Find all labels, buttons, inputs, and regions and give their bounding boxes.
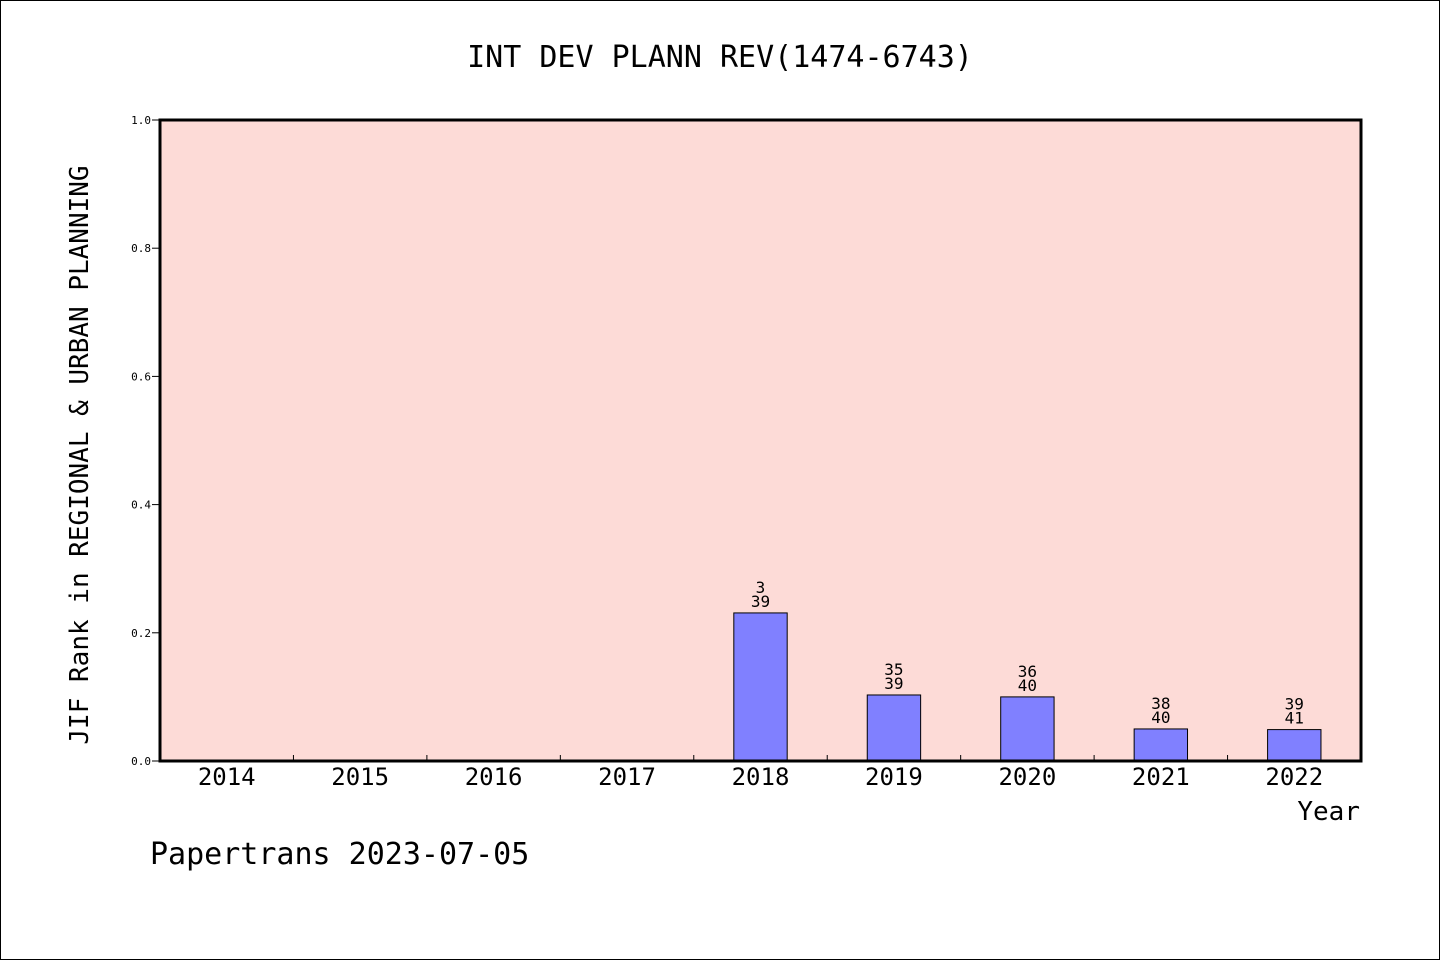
y-tick-label: 1.0 — [131, 114, 151, 127]
bar-rank-label: 3 — [756, 578, 766, 597]
x-tick-label: 2019 — [865, 763, 923, 791]
y-tick-label: 0.4 — [131, 499, 151, 512]
x-tick-label: 2022 — [1265, 763, 1323, 791]
y-tick-label: 0.0 — [131, 755, 151, 768]
x-axis-ticks: 2014 2015 2016 2017 2018 2019 2020 2021 2022 — [198, 755, 1323, 791]
x-tick-label: 2018 — [732, 763, 790, 791]
bar-rank-label: 39 — [1285, 695, 1304, 714]
x-tick-label: 2015 — [331, 763, 389, 791]
bar-2018 — [733, 612, 788, 762]
bar-total-label: 39 — [751, 592, 770, 611]
x-tick-label: 2014 — [198, 763, 256, 791]
bars-group — [733, 612, 1322, 762]
x-tick-label: 2020 — [998, 763, 1056, 791]
plot-area — [158, 118, 1363, 763]
bar-total-label: 40 — [1151, 708, 1170, 727]
y-tick-label: 0.8 — [131, 242, 151, 255]
y-axis-label: JIF Rank in REGIONAL & URBAN PLANNING — [65, 165, 95, 744]
x-axis-label: Year — [1297, 797, 1360, 827]
bar-2019 — [866, 694, 922, 762]
y-tick-label: 0.2 — [131, 627, 151, 640]
bar-rank-label: 38 — [1151, 694, 1170, 713]
y-tick-label: 0.6 — [131, 370, 151, 383]
bar-rank-label: 36 — [1018, 662, 1037, 681]
x-tick-label: 2017 — [598, 763, 656, 791]
bar-2021 — [1133, 728, 1189, 762]
x-tick-label: 2016 — [465, 763, 523, 791]
chart-title: INT DEV PLANN REV(1474-6743) — [467, 40, 973, 75]
bar-2022 — [1267, 729, 1322, 762]
bar-total-label: 39 — [884, 674, 903, 693]
bar-total-label: 41 — [1285, 709, 1304, 728]
bar-total-label: 40 — [1018, 676, 1037, 695]
bar-2020 — [1000, 696, 1055, 762]
x-tick-label: 2021 — [1132, 763, 1190, 791]
footer-text: Papertrans 2023-07-05 — [150, 837, 529, 872]
y-axis-ticks: 0.0 0.2 0.4 0.6 0.8 1.0 — [131, 114, 160, 768]
bar-rank-label: 35 — [884, 660, 903, 679]
